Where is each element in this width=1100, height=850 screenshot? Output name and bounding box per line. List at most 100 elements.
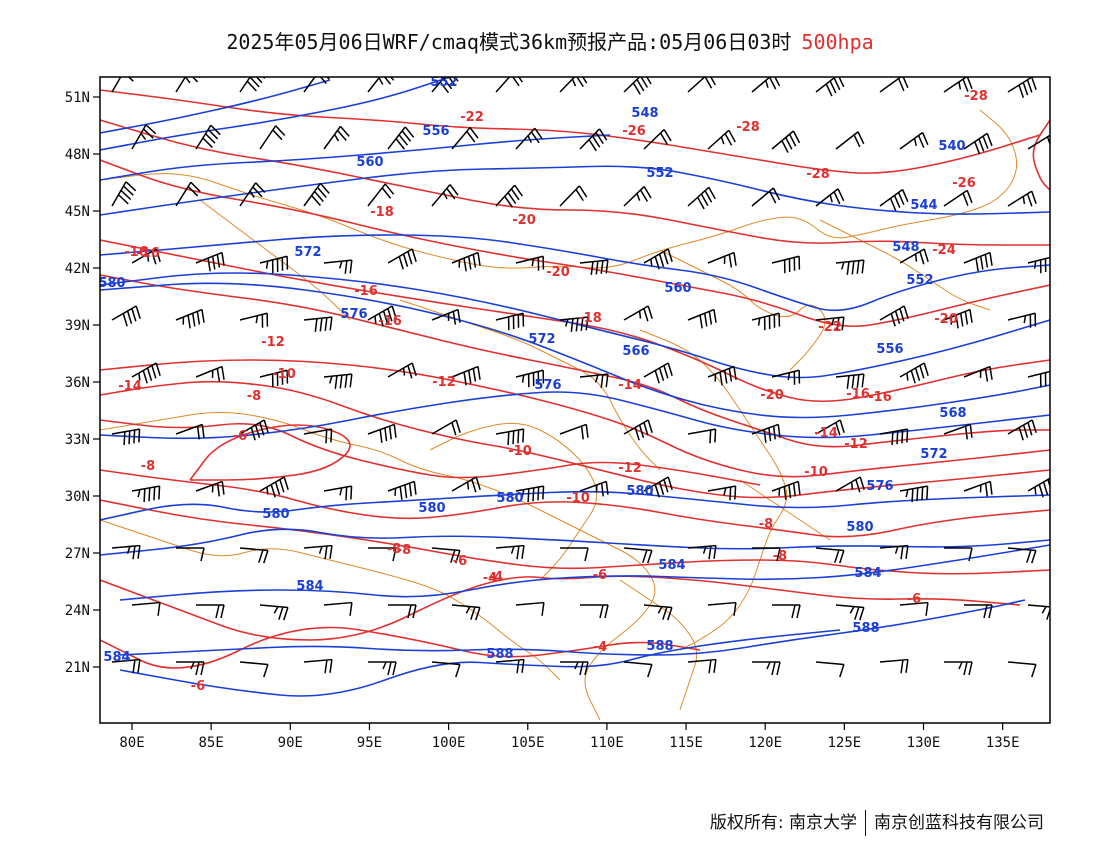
footer-separator (865, 810, 866, 836)
wind-barb (879, 428, 909, 446)
height-contour-line (100, 77, 451, 151)
border-line (399, 299, 661, 471)
lon-tick-label: 110E (590, 735, 624, 751)
wind-barb (559, 316, 589, 332)
temperature-contour-label: -28 (736, 120, 760, 135)
wind-barb (495, 312, 525, 331)
temperature-contour-label: -22 (818, 320, 842, 335)
wind-barb (579, 480, 609, 497)
wind-barb (323, 259, 353, 274)
wind-barb (1007, 547, 1037, 564)
height-contour-label: 580 (418, 501, 445, 516)
wind-barb (495, 658, 525, 674)
height-contour-label: 584 (658, 558, 685, 573)
lon-tick-label: 130E (907, 735, 941, 751)
temperature-contour-label: -8 (397, 543, 411, 558)
wind-barb (559, 77, 588, 93)
wind-barb (431, 547, 461, 564)
wind-barb (495, 184, 524, 208)
wind-barb (815, 188, 845, 207)
wind-barb (963, 365, 993, 382)
wind-barb (495, 544, 525, 560)
wind-barb (387, 362, 417, 379)
wind-barb (964, 604, 993, 619)
height-contour-label: 548 (892, 240, 919, 255)
wind-barb (707, 601, 737, 616)
lon-tick-label: 95E (357, 735, 382, 751)
wind-barb (751, 423, 781, 443)
temperature-contour-label: -12 (261, 335, 285, 350)
lat-tick-label: 48N (65, 147, 90, 163)
wind-barb (195, 480, 225, 497)
temperature-contour-label: -6 (907, 592, 921, 607)
wind-barb (195, 124, 221, 150)
wind-barb (879, 544, 909, 560)
height-contour-label: 580 (262, 507, 289, 522)
wind-barb (111, 658, 141, 674)
wind-barb (643, 604, 673, 621)
wind-barb (944, 547, 973, 562)
lon-tick-label: 80E (119, 735, 144, 751)
wind-barb (131, 601, 161, 616)
temperature-contour-label: -8 (141, 459, 155, 474)
wind-barb (239, 661, 269, 678)
border-line (819, 219, 991, 311)
wind-barb (815, 77, 845, 97)
wind-barb (111, 544, 141, 560)
wind-barb (367, 183, 395, 207)
lon-tick-label: 135E (986, 735, 1020, 751)
temperature-contour-label: -12 (618, 461, 642, 476)
temperature-contour-label: -18 (370, 205, 394, 220)
temperature-contour-label: -26 (952, 176, 976, 191)
lat-tick-label: 30N (65, 489, 90, 505)
wind-barb (643, 362, 673, 384)
wind-barb (835, 373, 865, 389)
wind-barb (580, 604, 609, 619)
height-contour-label: 588 (852, 621, 879, 636)
lat-tick-label: 21N (65, 660, 90, 676)
temperature-contour-label: -12 (432, 375, 456, 390)
wind-barb (1007, 77, 1037, 98)
height-contour-label: 560 (664, 281, 691, 296)
wind-barb (431, 184, 459, 207)
border-line (639, 329, 788, 651)
temperature-contour-line (100, 239, 1050, 403)
wind-barb (687, 308, 717, 329)
temperature-contour-label: -26 (622, 124, 646, 139)
temperature-contour-label: -20 (760, 388, 784, 403)
height-contour-line (100, 165, 1050, 216)
temperature-contour-label: -28 (806, 167, 830, 182)
temperature-contour-label: -8 (387, 542, 401, 557)
temperature-contour-line (1032, 119, 1050, 191)
wind-barb (687, 658, 717, 674)
wind-barb (579, 128, 608, 152)
temperature-contour-label: -4 (593, 640, 607, 655)
wind-barb (1027, 134, 1050, 150)
wind-barb (643, 248, 673, 270)
wind-barb (303, 182, 330, 207)
footer: 版权所有: 南京大学 南京创蓝科技有限公司 (710, 808, 1044, 836)
temperature-contour-label: -16 (846, 387, 870, 402)
wind-barb (835, 259, 865, 275)
wind-barb (1027, 604, 1050, 620)
wind-barb (771, 130, 801, 153)
lat-tick-label: 42N (65, 261, 90, 277)
wind-barb (899, 248, 929, 265)
temperature-labels: -22 -26 -28 -28 -26 -28 -20 -16 -18 -20 -24 -16 -18 -… (118, 89, 988, 694)
temperature-contour-label: -8 (759, 517, 773, 532)
wind-barb (815, 661, 845, 678)
temperature-contour-line (100, 119, 1050, 246)
wind-barb (303, 428, 333, 444)
wind-barb (367, 305, 397, 327)
wind-barb (579, 373, 609, 388)
height-contour-line (100, 391, 1050, 440)
temperature-contour-label: -16 (354, 284, 378, 299)
border-line (100, 519, 561, 681)
height-contour-label: 548 (631, 106, 658, 121)
wind-barb (623, 419, 653, 441)
wind-barb (943, 423, 973, 440)
chart-title: 2025年05月06日WRF/cmaq模式36km预报产品:05月06日03时 5… (0, 26, 1100, 55)
wind-barb (835, 131, 865, 150)
lon-tick-label: 100E (432, 735, 466, 751)
